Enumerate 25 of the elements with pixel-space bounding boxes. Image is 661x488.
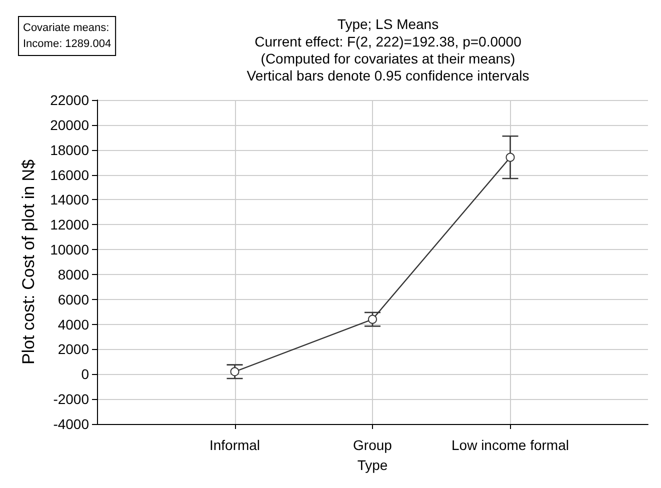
point (368, 314, 377, 324)
x-tick-label: Informal (209, 437, 260, 453)
y-tick-label: 8000 (58, 266, 90, 282)
y-tick-label: 10000 (50, 242, 90, 258)
y-tick-label: 0 (81, 366, 90, 382)
x-tick-label: Group (353, 437, 392, 453)
point (506, 152, 515, 162)
y-tick-label: 6000 (58, 291, 90, 308)
x-axis-title: Type (357, 457, 388, 473)
y-tick-label: 12000 (50, 216, 90, 233)
x-tick-label: Low income formal (452, 437, 569, 453)
y-tick-label: 22000 (50, 92, 90, 108)
y-tick-label: 18000 (50, 142, 90, 158)
y-tick-label: 16000 (50, 166, 90, 183)
chart-subtitle: Current effect: F(2, 222)=192.38, p=0.0000 (Computed for covariates at their means) Vertical bars denote 0.95 confidence intervals (246, 34, 530, 84)
y-tick-label: 2000 (58, 341, 90, 358)
point (230, 367, 240, 376)
text: Covariate means: Income: 1289.004 (23, 22, 112, 50)
y-axis-title: Plot cost: Cost of plot in N$ (19, 158, 38, 365)
y-tick-label: -2000 (53, 391, 90, 408)
y-tick-label: 4000 (58, 316, 90, 332)
y-tick-label: -4000 (53, 416, 90, 432)
y-tick-label: 14000 (50, 192, 90, 208)
y-tick-label: 20000 (50, 116, 90, 133)
chart-title: Type; LS Means (337, 16, 439, 32)
